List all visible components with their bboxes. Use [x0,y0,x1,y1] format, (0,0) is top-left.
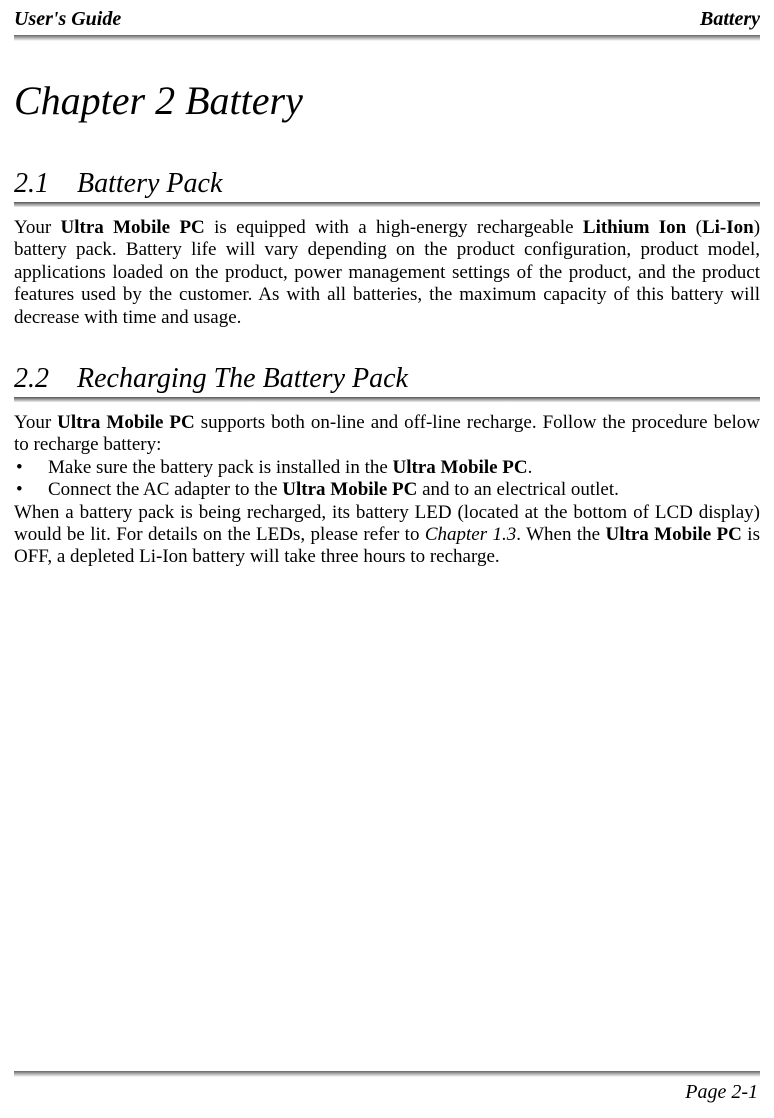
page-header: User's Guide Battery [12,8,762,35]
page-footer: Page 2-1 [12,1081,762,1106]
section-2-2-intro: Your Ultra Mobile PC supports both on-li… [14,412,760,457]
content-area: Chapter 2 Battery 2.1 Battery Pack Your … [12,41,762,1071]
text-run: . When the [516,524,605,545]
bullet-text: Connect the AC adapter to the Ultra Mobi… [48,479,760,501]
chapter-title: Chapter 2 Battery [14,77,760,124]
text-bold: Ultra Mobile PC [57,412,195,433]
text-bold: Li-Ion [702,217,754,238]
text-bold: Ultra Mobile PC [282,479,417,500]
page: User's Guide Battery Chapter 2 Battery 2… [0,0,774,1118]
section-divider [14,397,760,402]
text-run: Connect the AC adapter to the [48,479,282,500]
footer-divider [14,1071,760,1077]
text-run: Your [14,217,61,238]
text-italic: Chapter 1.3 [425,524,516,545]
section-title-2-1: 2.1 Battery Pack [14,168,760,200]
bullet-list: • Make sure the battery pack is installe… [14,457,760,502]
text-run: Make sure the battery pack is installed … [48,457,393,478]
text-bold: Lithium Ion [583,217,686,238]
section-2-2-closing: When a battery pack is being recharged, … [14,502,760,569]
section-divider [14,202,760,207]
text-run: and to an electrical outlet. [417,479,619,500]
list-item: • Make sure the battery pack is installe… [14,457,760,479]
section-title-2-2: 2.2 Recharging The Battery Pack [14,363,760,395]
text-run: ( [686,217,702,238]
list-item: • Connect the AC adapter to the Ultra Mo… [14,479,760,501]
header-left: User's Guide [14,8,121,31]
bullet-icon: • [14,457,48,479]
section-2-1-paragraph: Your Ultra Mobile PC is equipped with a … [14,217,760,329]
bullet-text: Make sure the battery pack is installed … [48,457,760,479]
text-run: Your [14,412,57,433]
text-bold: Ultra Mobile PC [606,524,742,545]
text-bold: Ultra Mobile PC [61,217,205,238]
bullet-icon: • [14,479,48,501]
header-right: Battery [700,8,760,31]
text-run: is equipped with a high-energy rechargea… [205,217,583,238]
text-bold: Ultra Mobile PC [393,457,528,478]
text-run: . [528,457,533,478]
page-number: Page 2-1 [685,1081,758,1104]
